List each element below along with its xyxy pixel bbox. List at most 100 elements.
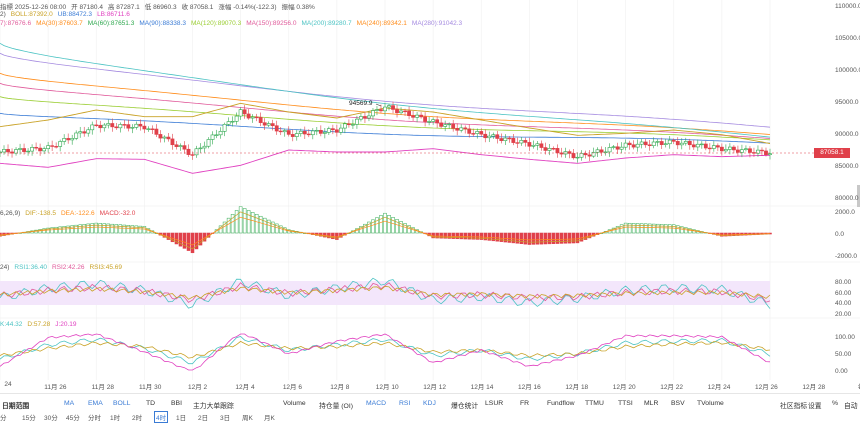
macd-bar [623, 222, 628, 234]
toolbar-item[interactable]: 主力大单跟踪 [193, 403, 234, 410]
timeframe-option[interactable]: 分 [0, 415, 7, 422]
candle [86, 129, 91, 134]
candle [363, 116, 367, 119]
timeframe-option[interactable]: 1日 [176, 415, 187, 422]
candle [359, 116, 363, 120]
macd-bar [479, 232, 483, 240]
timeframe-option[interactable]: 30分 [44, 415, 58, 422]
indicator-toggle[interactable]: TVolume [697, 400, 724, 407]
info-value: 振幅 0.38% [281, 4, 315, 11]
ma-line [0, 96, 771, 141]
indicator-toggle[interactable]: TTMU [585, 400, 604, 407]
macd-bar [667, 224, 672, 234]
toolbar-item[interactable]: MA [64, 400, 75, 407]
macd-bar [443, 232, 447, 239]
macd-bar [639, 223, 644, 234]
info-value: 指標 2025-12-26 08:00 [0, 4, 67, 11]
indicator-toggle[interactable]: LSUR [485, 400, 504, 407]
macd-bar [46, 227, 50, 234]
candle [158, 134, 163, 139]
macd-bar [399, 221, 403, 234]
candle [567, 151, 572, 154]
candle [503, 137, 508, 141]
boll-info-line: 2) BOLL:87392.0 UB:88472.3 LB:86711.6 [0, 11, 135, 18]
x-tick-label: 12月 22 [660, 384, 683, 391]
indicator-toggle[interactable]: TTSI [618, 400, 633, 407]
timeframe-option[interactable]: 月K [264, 415, 275, 422]
info-value: MACD:-32.0 [99, 210, 136, 217]
indicator-toggle[interactable]: KDJ [423, 400, 436, 407]
macd-bar [250, 212, 255, 234]
candle [695, 143, 700, 148]
last-price-tag: 87058.1 [814, 148, 850, 158]
candle [322, 132, 327, 134]
toolbar-item[interactable]: TD [146, 400, 156, 407]
candle [70, 138, 75, 141]
ma-line [0, 52, 771, 128]
candle [306, 133, 311, 136]
macd-bar [266, 219, 271, 234]
candle [443, 124, 448, 127]
candle [246, 113, 251, 119]
info-value: MA(30):87603.7 [36, 20, 83, 27]
info-value: UB:88472.3 [57, 11, 93, 18]
candle [511, 138, 516, 143]
candle [367, 115, 371, 119]
candle [667, 139, 672, 145]
y-tick-label: 60.00 [835, 289, 852, 297]
indicator-toggle[interactable]: FR [520, 400, 530, 407]
info-value: MA(120):89070.3 [190, 20, 242, 27]
timeframe-option[interactable]: 1时 [110, 415, 121, 422]
candle [687, 141, 692, 146]
indicator-toggle[interactable]: MACD [366, 400, 387, 407]
macd-bar [531, 232, 536, 245]
toolbar-setting[interactable]: 社区指标 [780, 403, 808, 410]
macd-bar [487, 232, 492, 241]
x-tick-label: 11月 28 [91, 384, 114, 391]
candle [62, 138, 67, 142]
candle [711, 145, 716, 149]
indicator-toggle[interactable]: 爆仓统计 [451, 403, 479, 410]
x-tick-label: 12月 10 [375, 384, 399, 391]
timeframe-option[interactable]: 2时 [132, 415, 143, 422]
candle [411, 115, 415, 118]
toolbar-setting[interactable]: 设置 [808, 403, 822, 410]
timeframe-option[interactable]: 2日 [198, 415, 209, 422]
candle [571, 153, 576, 159]
y-tick-label: 95000.0 [835, 99, 859, 106]
toolbar-item[interactable]: BBI [171, 400, 182, 407]
toolbar-item[interactable]: BOLL [113, 400, 131, 407]
macd-bar [186, 232, 191, 251]
toolbar-item[interactable]: EMA [88, 400, 103, 407]
timeframe-option[interactable]: 4时 [154, 411, 169, 423]
candle [166, 136, 171, 140]
timeframe-option[interactable]: 45分 [66, 415, 80, 422]
macd-bar [270, 221, 275, 234]
toolbar-setting[interactable]: 自动 [844, 403, 858, 410]
indicator-toggle[interactable]: Volume [283, 400, 306, 407]
timeframe-option[interactable]: 分时 [88, 415, 101, 422]
indicator-toggle[interactable]: Fundflow [547, 400, 575, 407]
indicator-toggle[interactable]: 持仓量 (OI) [319, 403, 353, 410]
candle [471, 133, 476, 135]
candle [2, 149, 6, 153]
candle [26, 150, 30, 153]
indicator-toggle[interactable]: BSV [671, 400, 685, 407]
macd-bar [491, 232, 496, 242]
timeframe-option[interactable]: 周K [242, 415, 253, 422]
indicator-toggle[interactable]: MLR [644, 400, 659, 407]
toolbar-setting[interactable]: % [832, 400, 839, 407]
scrollbar-handle[interactable] [857, 185, 860, 207]
indicator-toggle[interactable]: RSI [399, 400, 411, 407]
candle [407, 110, 411, 116]
macd-bar [647, 223, 652, 234]
x-tick-label: 每 [858, 381, 860, 391]
macd-bar [439, 232, 443, 239]
toolbar-item[interactable]: 日期范围 [2, 403, 30, 410]
macd-bar [575, 232, 580, 244]
timeframe-option[interactable]: 15分 [22, 415, 36, 422]
macd-bar [467, 232, 471, 240]
timeframe-option[interactable]: 3日 [220, 415, 231, 422]
macd-bar [567, 232, 572, 244]
